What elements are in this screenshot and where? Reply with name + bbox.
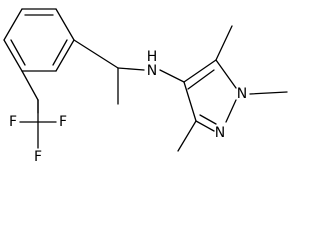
atom-label: N [237, 86, 247, 102]
bond [183, 81, 197, 122]
page: {"amine": {"hydrogen": "H", "nitrogen": … [3, 8, 288, 165]
bond [117, 67, 145, 71]
bond [55, 39, 75, 72]
double-bond [52, 39, 68, 66]
atom-label: F [34, 149, 42, 165]
double-bond [187, 69, 215, 90]
bond [3, 39, 23, 72]
bond [3, 8, 23, 41]
bond [195, 120, 215, 132]
bond [215, 59, 237, 89]
bond [21, 70, 39, 101]
atom-label: H [147, 49, 158, 65]
double-bond [199, 114, 217, 125]
atom-label: N [147, 63, 157, 79]
bond [73, 39, 119, 69]
bond [55, 8, 75, 41]
atom-label: N [215, 125, 225, 141]
bond [225, 99, 237, 123]
atom-label: F [59, 114, 67, 130]
bond [177, 120, 197, 152]
structure-diagram: H N N N F F F [3, 8, 288, 165]
bond [159, 69, 185, 83]
bond [215, 25, 233, 61]
bonds [3, 8, 288, 152]
atom-label: F [9, 114, 17, 130]
double-bond [10, 39, 26, 66]
bond [183, 59, 217, 83]
bond [249, 91, 288, 95]
